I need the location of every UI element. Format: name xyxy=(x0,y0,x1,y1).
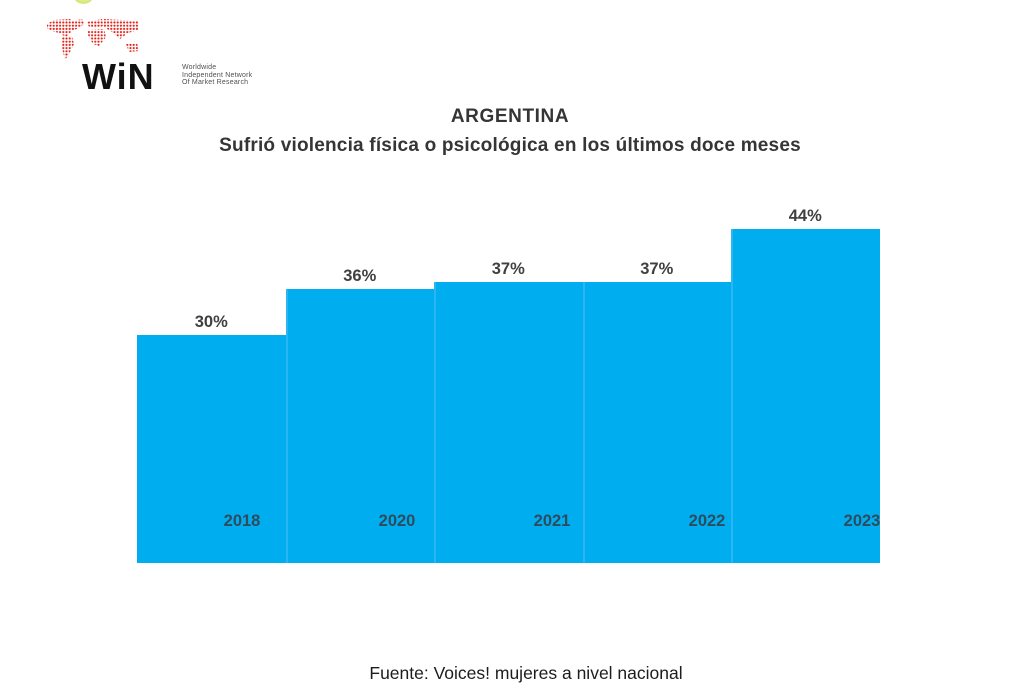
win-logo: WiN Worldwide Independent Network Of Mar… xyxy=(0,0,300,110)
chart-subtitle: Sufrió violencia física o psicológica en… xyxy=(219,135,801,156)
value-label-2023: 44% xyxy=(788,206,822,225)
bar-2021 xyxy=(434,281,583,563)
value-label-2021: 37% xyxy=(491,259,525,278)
value-label-2020: 36% xyxy=(343,267,377,286)
green-dot-decoration xyxy=(74,0,93,4)
bar-2023 xyxy=(731,228,880,563)
tagline-line-3: Of Market Research xyxy=(182,79,249,86)
year-label-2023: 2023 xyxy=(843,512,881,530)
bar-2020 xyxy=(285,289,434,563)
win-logo-tagline: Worldwide Independent Network Of Market … xyxy=(182,64,252,87)
value-label-2022: 37% xyxy=(640,259,674,278)
world-map-icon xyxy=(47,19,139,60)
bar-chart: 30% 2018 36% 2020 37% 2021 37% 2022 44% 2023 xyxy=(137,180,880,563)
bar-2022 xyxy=(582,281,731,563)
value-label-2018: 30% xyxy=(194,313,228,331)
win-logo-text: WiN xyxy=(82,56,155,97)
tagline-line-2: Independent Network xyxy=(182,71,253,79)
year-label-2018: 2018 xyxy=(223,512,261,530)
title-block: ARGENTINA Sufrió violencia física o psic… xyxy=(0,106,1020,157)
tagline-line-1: Worldwide xyxy=(182,64,217,71)
source-note: Fuente: Voices! mujeres a nivel nacional xyxy=(369,663,683,683)
year-label-2022: 2022 xyxy=(688,512,726,530)
bar-2018 xyxy=(137,335,286,563)
year-label-2020: 2020 xyxy=(378,512,416,530)
year-label-2021: 2021 xyxy=(533,512,571,530)
chart-title: ARGENTINA xyxy=(450,106,570,127)
